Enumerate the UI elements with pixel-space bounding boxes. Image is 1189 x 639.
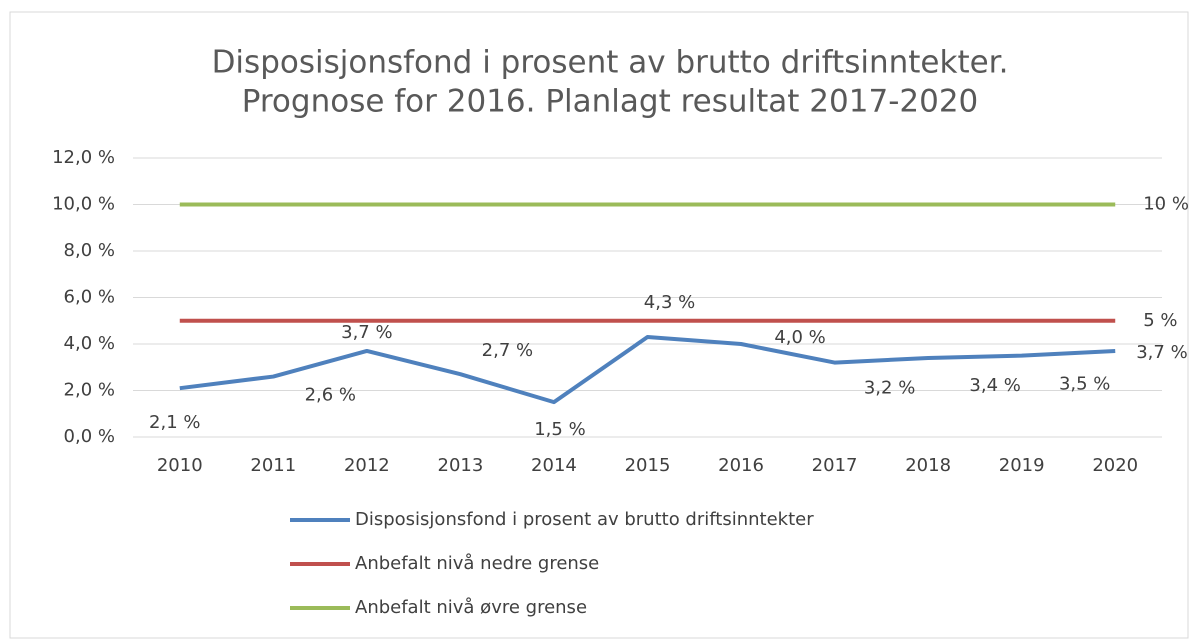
data-label: 10 % <box>1143 194 1189 215</box>
y-tick-label: 10,0 % <box>52 194 115 215</box>
x-tick-label: 2011 <box>250 455 296 476</box>
x-tick-label: 2015 <box>625 455 671 476</box>
legend-label: Disposisjonsfond i prosent av brutto dri… <box>355 509 814 530</box>
x-tick-label: 2020 <box>1092 455 1138 476</box>
x-tick-label: 2018 <box>905 455 951 476</box>
legend-label: Anbefalt nivå nedre grense <box>355 553 599 574</box>
y-tick-label: 6,0 % <box>64 287 115 308</box>
x-tick-label: 2010 <box>157 455 203 476</box>
data-label: 3,2 % <box>864 378 915 399</box>
legend-label: Anbefalt nivå øvre grense <box>355 597 587 618</box>
data-label: 3,5 % <box>1059 374 1110 395</box>
y-tick-label: 12,0 % <box>52 147 115 168</box>
y-tick-label: 2,0 % <box>64 380 115 401</box>
y-tick-label: 8,0 % <box>64 240 115 261</box>
x-tick-label: 2013 <box>438 455 484 476</box>
data-label: 2,6 % <box>305 385 356 406</box>
data-label: 5 % <box>1143 310 1177 331</box>
chart-title: Prognose for 2016. Planlagt resultat 201… <box>242 84 979 120</box>
x-tick-label: 2012 <box>344 455 390 476</box>
x-tick-label: 2017 <box>812 455 858 476</box>
data-label: 4,0 % <box>774 327 825 348</box>
data-label: 1,5 % <box>534 419 585 440</box>
data-label: 4,3 % <box>644 292 695 313</box>
data-label: 2,1 % <box>149 412 200 433</box>
x-tick-label: 2016 <box>718 455 764 476</box>
data-label: 3,4 % <box>969 375 1020 396</box>
y-tick-label: 4,0 % <box>64 333 115 354</box>
x-tick-label: 2019 <box>999 455 1045 476</box>
data-label: 2,7 % <box>482 340 533 361</box>
data-label: 3,7 % <box>341 322 392 343</box>
chart-frame <box>9 11 1189 639</box>
data-label: 3,7 % <box>1136 342 1187 363</box>
data-line <box>179 335 1116 405</box>
y-tick-label: 0,0 % <box>64 426 115 447</box>
x-tick-label: 2014 <box>531 455 577 476</box>
chart-title: Disposisjonsfond i prosent av brutto dri… <box>212 45 1009 81</box>
